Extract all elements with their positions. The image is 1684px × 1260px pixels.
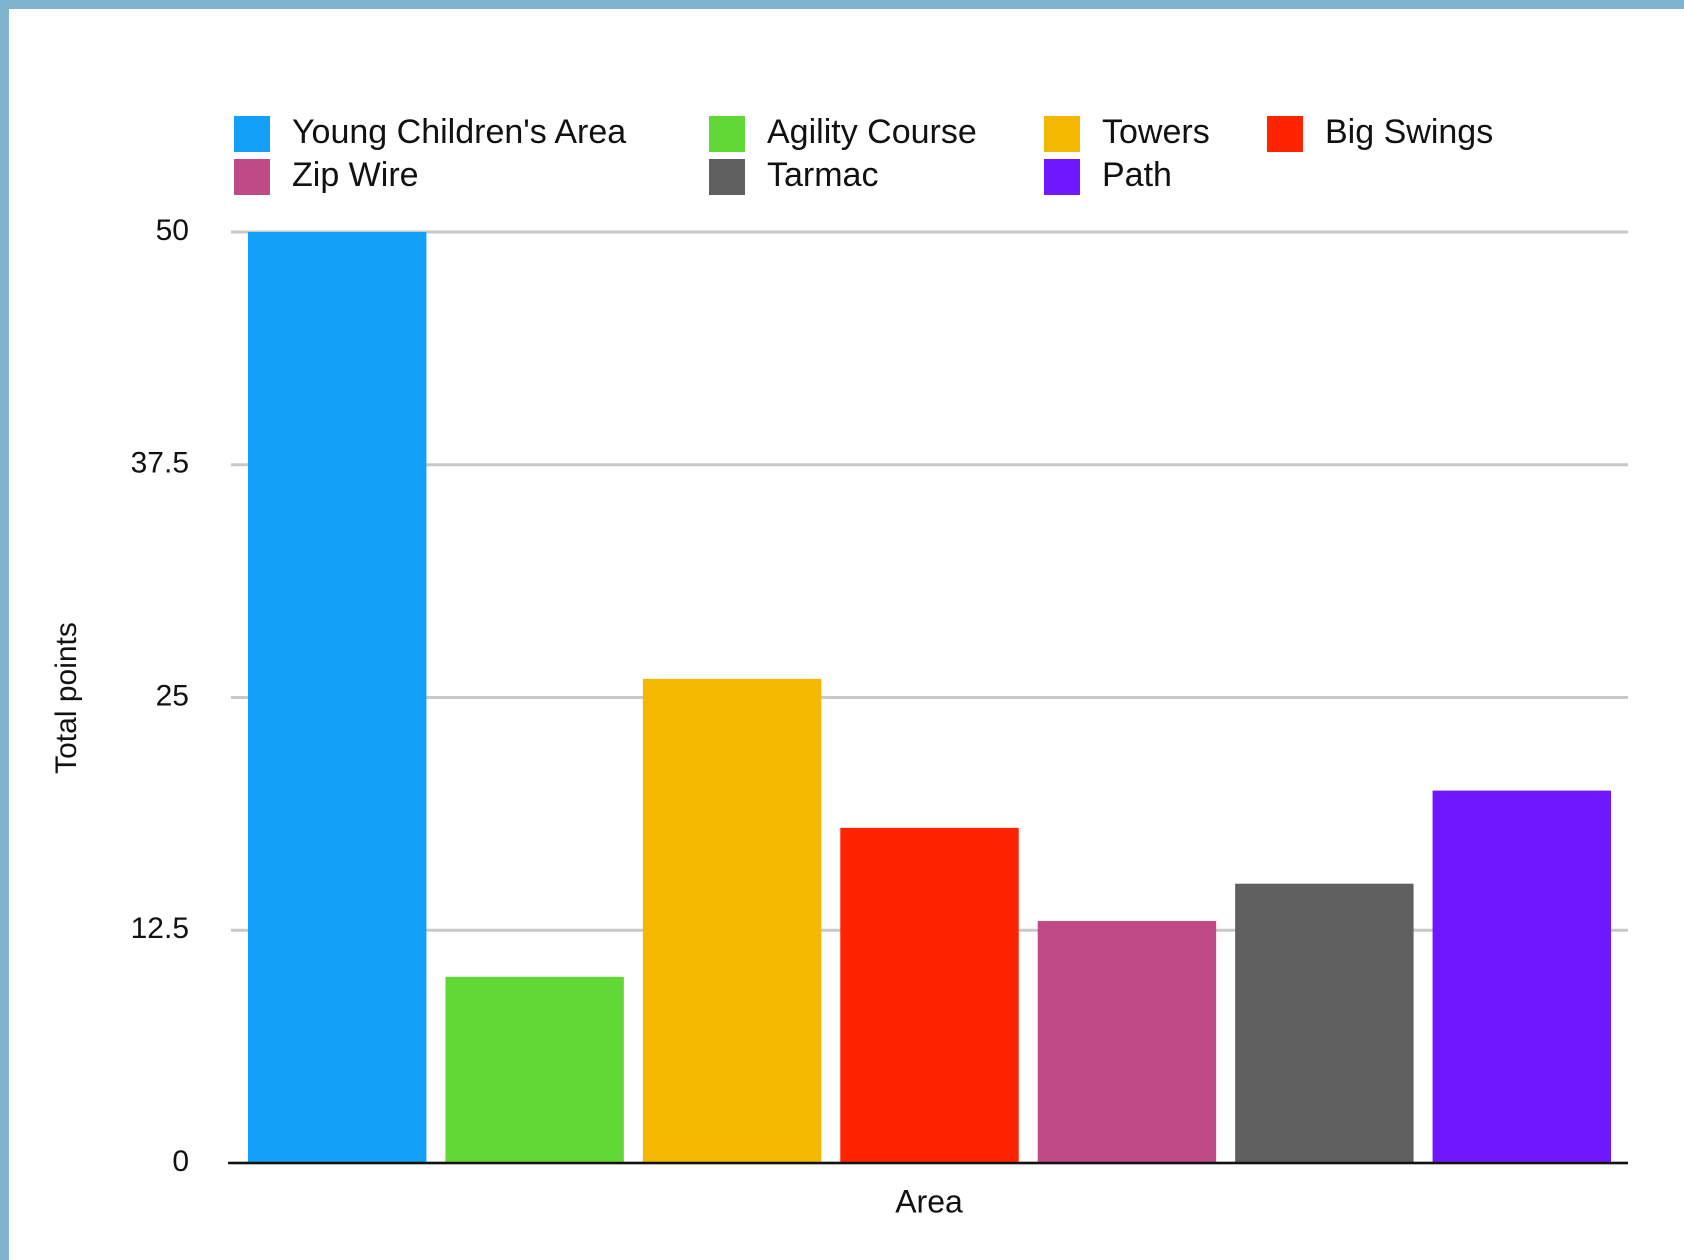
legend-swatch — [234, 116, 270, 152]
legend-label: Zip Wire — [292, 156, 419, 194]
legend-label: Young Children's Area — [292, 113, 626, 151]
bar — [248, 232, 427, 1163]
legend-swatch — [234, 159, 270, 195]
y-tick-label: 0 — [172, 1145, 189, 1178]
legend-label: Path — [1102, 156, 1172, 194]
legend-label: Towers — [1102, 113, 1210, 151]
bar — [445, 976, 624, 1163]
bar — [642, 678, 822, 1163]
legend-label: Big Swings — [1325, 113, 1493, 151]
legend-swatch — [1044, 116, 1080, 152]
y-tick-label: 37.5 — [131, 447, 189, 480]
y-tick-label: 25 — [156, 679, 189, 712]
bar — [1235, 883, 1414, 1163]
bar — [840, 827, 1019, 1163]
y-tick-label: 50 — [156, 214, 189, 247]
legend-label: Agility Course — [767, 113, 977, 151]
legend-swatch — [1267, 116, 1303, 152]
legend-swatch — [709, 116, 745, 152]
y-axis-label: Total points — [50, 622, 83, 774]
legend-label: Tarmac — [767, 156, 878, 194]
x-axis-label: Area — [895, 1183, 963, 1219]
bar — [1432, 790, 1611, 1163]
legend-swatch — [709, 159, 745, 195]
y-tick-label: 12.5 — [131, 912, 189, 945]
legend-swatch — [1044, 159, 1080, 195]
bar — [1037, 920, 1217, 1163]
